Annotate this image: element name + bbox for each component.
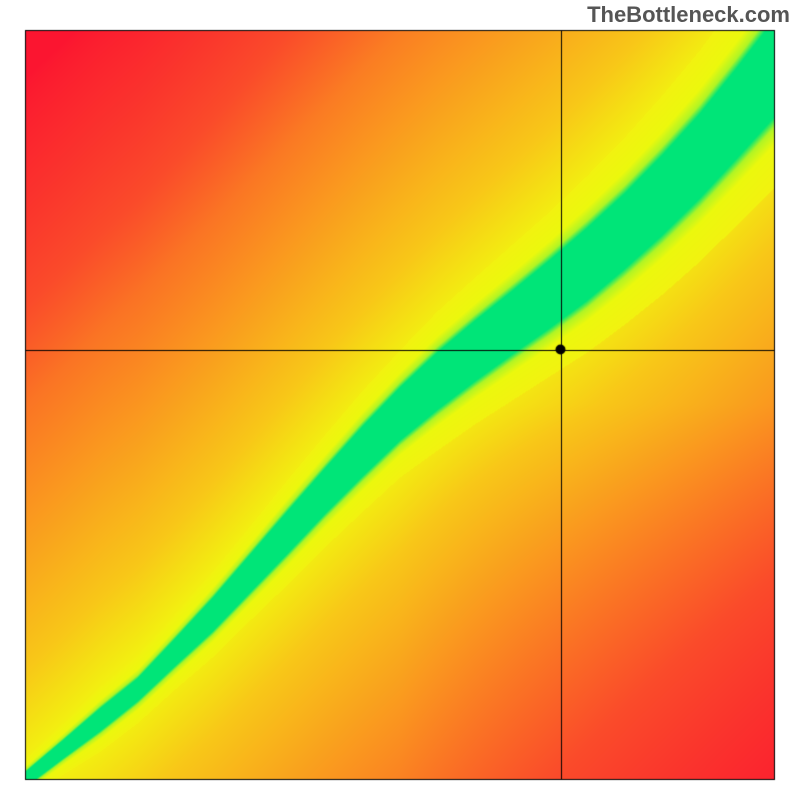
- bottleneck-heatmap: [0, 0, 800, 800]
- chart-container: TheBottleneck.com: [0, 0, 800, 800]
